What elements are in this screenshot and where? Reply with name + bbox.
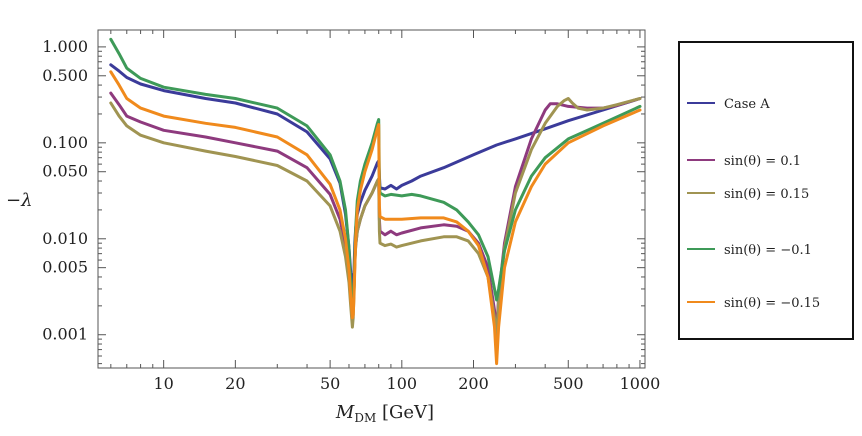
- y-axis-label: −λ: [6, 190, 33, 211]
- y-axis-label-symbol: λ: [20, 190, 32, 211]
- x-tick-label: 100: [387, 374, 418, 393]
- x-tick-label: 10: [153, 374, 173, 393]
- x-axis-label-subscript: DM: [354, 411, 376, 425]
- legend-label-2: sin(θ) = 0.1: [724, 154, 801, 169]
- series-line-4: [109, 37, 642, 312]
- x-axis-label-unit: [GeV]: [376, 402, 434, 423]
- x-tick-label: 20: [225, 374, 245, 393]
- series-lines: [109, 37, 642, 366]
- legend-label-4: sin(θ) = −0.1: [724, 243, 812, 258]
- y-tick-label: 0.100: [42, 133, 88, 152]
- legend-label-3: sin(θ) = 0.15: [724, 187, 809, 202]
- legend-label-1: Case A: [724, 97, 770, 112]
- legend-label-5: sin(θ) = −0.15: [724, 296, 820, 311]
- legend-box: [678, 41, 854, 340]
- y-axis-label-sign: −: [6, 190, 21, 211]
- y-tick-label: 0.010: [42, 229, 88, 248]
- y-tick-label: 0.050: [42, 162, 88, 181]
- x-tick-label: 500: [553, 374, 584, 393]
- series-line-5: [109, 70, 642, 366]
- y-tick-labels: 1.000 0.500 0.100 0.050 0.010 0.005 0.001: [42, 37, 88, 344]
- x-tick-label: 200: [458, 374, 489, 393]
- x-axis-label: MDM [GeV]: [335, 402, 434, 425]
- plot-frame: [97, 29, 646, 369]
- series-line-1: [109, 63, 642, 291]
- y-tick-label: 1.000: [42, 37, 88, 56]
- axis-ticks: [98, 30, 645, 368]
- y-tick-label: 0.500: [42, 66, 88, 85]
- x-axis-label-symbol: M: [335, 402, 355, 423]
- plot-area-border: [97, 29, 646, 369]
- legend: Case A sin(θ) = 0.1 sin(θ) = 0.15 sin(θ) = …: [678, 41, 854, 340]
- x-tick-labels: 10 20 50 100 200 500 1000: [153, 374, 660, 393]
- x-tick-label: 1000: [620, 374, 661, 393]
- y-tick-label: 0.005: [42, 258, 88, 277]
- series-line-3: [109, 97, 642, 341]
- y-tick-label: 0.001: [42, 325, 88, 344]
- x-tick-label: 50: [320, 374, 340, 393]
